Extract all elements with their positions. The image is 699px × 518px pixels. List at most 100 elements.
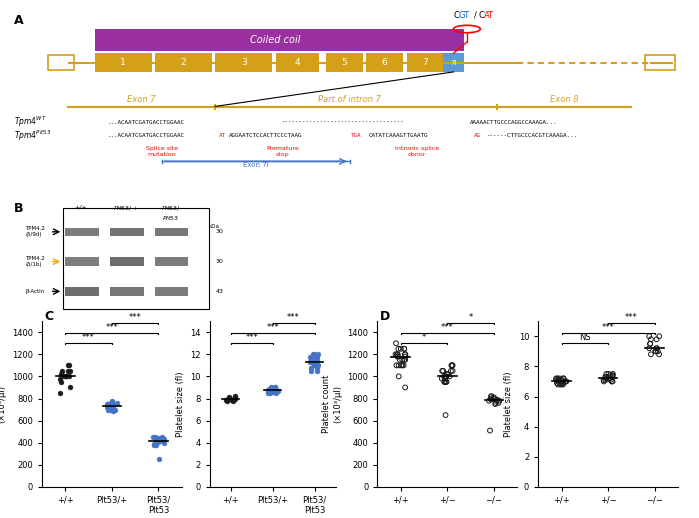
Text: ***: *** xyxy=(82,333,95,342)
Point xyxy=(391,350,403,358)
Point xyxy=(105,401,116,409)
Point xyxy=(607,377,618,385)
Point xyxy=(153,455,164,464)
Point xyxy=(598,376,609,384)
Point xyxy=(399,350,410,358)
Point xyxy=(103,403,114,411)
Point xyxy=(439,378,450,386)
Point xyxy=(310,356,322,364)
Text: Splice site
mutation: Splice site mutation xyxy=(145,147,178,157)
Point xyxy=(104,406,115,414)
Point xyxy=(447,361,458,369)
Point xyxy=(393,372,404,381)
Text: 30: 30 xyxy=(215,229,223,234)
Point xyxy=(552,377,563,385)
Point xyxy=(600,373,611,381)
Point xyxy=(151,438,162,446)
Point xyxy=(644,344,655,352)
Text: *: * xyxy=(468,313,473,322)
Text: $Tpm4^{Plt53}$: $Tpm4^{Plt53}$ xyxy=(14,128,51,142)
Point xyxy=(598,377,610,385)
Point xyxy=(600,376,611,384)
Point xyxy=(108,405,119,413)
Point xyxy=(309,359,320,367)
Point xyxy=(600,375,612,383)
Point xyxy=(493,399,504,407)
Point xyxy=(103,400,114,408)
Y-axis label: Platelet count
(×10³/µl): Platelet count (×10³/µl) xyxy=(322,375,342,433)
Point xyxy=(601,373,612,381)
Text: AG: AG xyxy=(474,133,481,138)
Point xyxy=(560,377,571,385)
Point xyxy=(557,379,568,387)
Point xyxy=(270,383,281,392)
Point xyxy=(436,375,447,383)
Text: Part of intron 7: Part of intron 7 xyxy=(318,95,381,104)
Point xyxy=(393,361,404,369)
FancyBboxPatch shape xyxy=(110,287,144,296)
Point xyxy=(153,434,164,442)
Point xyxy=(557,375,568,383)
FancyBboxPatch shape xyxy=(366,53,403,72)
Point xyxy=(106,397,117,405)
Y-axis label: Platelet count
(×10³/µl): Platelet count (×10³/µl) xyxy=(0,375,6,433)
Point xyxy=(151,436,162,444)
Point xyxy=(263,389,274,397)
Text: CATATCAAAGTTGAATG: CATATCAAAGTTGAATG xyxy=(368,133,428,138)
Point xyxy=(56,378,67,386)
Point xyxy=(649,347,661,355)
Point xyxy=(604,375,615,383)
Text: TGA: TGA xyxy=(351,133,361,138)
Point xyxy=(493,397,505,405)
Point xyxy=(650,347,661,355)
Point xyxy=(310,356,322,364)
Point xyxy=(106,399,117,407)
Point xyxy=(438,367,449,375)
Point xyxy=(307,358,318,366)
Point xyxy=(652,347,663,355)
Point xyxy=(439,375,450,383)
Point xyxy=(312,356,323,364)
Point xyxy=(644,332,655,340)
Text: -----------------------------------: ----------------------------------- xyxy=(282,120,405,125)
Point xyxy=(396,361,407,369)
Point xyxy=(555,380,566,388)
FancyBboxPatch shape xyxy=(326,53,363,72)
Text: Coiled coil: Coiled coil xyxy=(250,35,301,45)
Point xyxy=(153,436,164,444)
Point xyxy=(607,371,618,380)
Point xyxy=(441,372,452,381)
Point xyxy=(644,340,656,348)
Point xyxy=(271,389,282,397)
Point xyxy=(561,377,572,385)
Point xyxy=(62,361,73,369)
Point xyxy=(390,350,401,358)
Point xyxy=(400,352,411,361)
Point xyxy=(606,377,617,385)
Text: /: / xyxy=(474,11,477,20)
Point xyxy=(440,372,451,381)
Text: D: D xyxy=(380,310,390,323)
Text: kDa: kDa xyxy=(208,224,219,229)
Point xyxy=(305,352,316,361)
Point xyxy=(391,361,402,369)
Point xyxy=(150,433,161,441)
Point xyxy=(645,335,656,343)
Point xyxy=(396,361,408,369)
Text: C: C xyxy=(454,11,459,20)
Point xyxy=(101,403,113,411)
Point xyxy=(58,372,69,381)
Point xyxy=(654,350,665,358)
Point xyxy=(485,395,496,404)
Point xyxy=(556,380,568,388)
Point xyxy=(148,441,159,449)
Point xyxy=(442,370,453,378)
Text: $Plt53/$
$Plt53$: $Plt53/$ $Plt53$ xyxy=(161,205,180,222)
Point xyxy=(491,395,503,404)
Point xyxy=(394,356,405,364)
Point xyxy=(392,352,403,361)
Point xyxy=(221,397,232,405)
Point xyxy=(304,358,315,366)
Point xyxy=(55,389,66,397)
FancyBboxPatch shape xyxy=(110,257,144,266)
